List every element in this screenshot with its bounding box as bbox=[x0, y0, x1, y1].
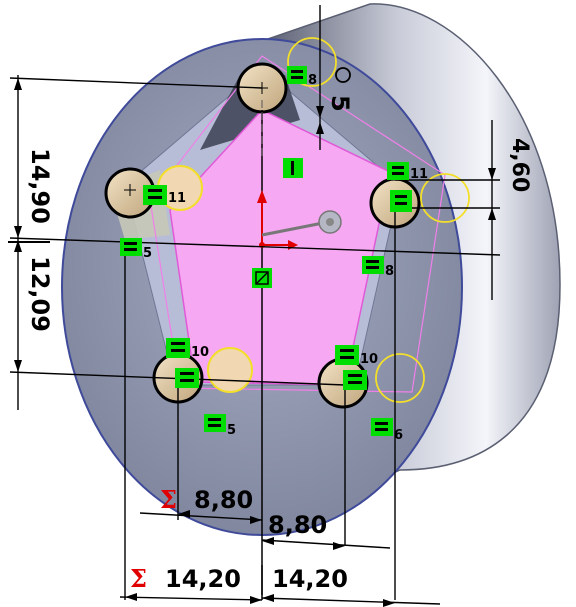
arrow-mid2-right bbox=[333, 542, 345, 550]
arrow-outer2-left bbox=[262, 594, 274, 602]
relation-label-mid-left: 5 bbox=[143, 246, 152, 261]
relation-badge-origin[interactable] bbox=[252, 268, 272, 288]
center-markers bbox=[124, 82, 268, 196]
construction-circles bbox=[287, 37, 470, 403]
arrow-bolt-down bbox=[316, 122, 324, 134]
yellow-circle-top bbox=[287, 37, 337, 87]
dim-height-bottom-text[interactable]: 12,09 bbox=[26, 256, 54, 332]
relation-badge-low-left[interactable]: 5 bbox=[204, 414, 236, 438]
diameter-symbol-icon bbox=[335, 67, 351, 83]
ext-mid-horizontal bbox=[9, 237, 501, 256]
relation-badge-mid-left[interactable]: 5 bbox=[120, 238, 152, 261]
relation-badge-bottom-right[interactable]: 10 bbox=[335, 345, 378, 390]
dim-height-top-text[interactable]: 14,90 bbox=[26, 148, 54, 224]
relation-label-top: 8 bbox=[308, 73, 317, 88]
relation-label-bottom-left: 10 bbox=[191, 345, 209, 360]
dimension-arrows bbox=[14, 78, 496, 607]
relation-label-mid-right: 8 bbox=[385, 264, 394, 279]
arrow-outer2-right bbox=[383, 599, 395, 607]
dim-sum-outer-text[interactable]: 14,20 bbox=[165, 565, 241, 593]
dim-sum-mid-text[interactable]: 8,80 bbox=[194, 486, 253, 514]
sigma-mid-symbol: Σ bbox=[160, 485, 177, 514]
relation-label-low-left: 5 bbox=[227, 423, 236, 438]
triad-knob-inner bbox=[326, 218, 334, 226]
origin-y-arrowhead bbox=[257, 190, 267, 203]
ext-top-horizontal bbox=[9, 77, 263, 89]
relation-label-bottom-right: 10 bbox=[360, 352, 378, 367]
dim-outer-text[interactable]: 14,20 bbox=[272, 565, 348, 593]
arrow-left-mid-down bbox=[14, 240, 22, 252]
relation-badge-top[interactable]: 8 bbox=[287, 66, 317, 88]
relation-label-left: 11 bbox=[168, 191, 186, 206]
dim-offset-right-text[interactable]: 4,60 bbox=[507, 138, 532, 192]
triad-handle[interactable] bbox=[261, 220, 329, 237]
yellow-circle-bottom-right bbox=[375, 353, 425, 403]
arrow-right-bottom bbox=[488, 208, 496, 220]
arrow-left-bottom bbox=[14, 360, 22, 372]
relation-label-low-right: 6 bbox=[394, 428, 403, 443]
dim-sum-mid bbox=[139, 512, 263, 521]
dim-sum-outer bbox=[119, 596, 263, 601]
arrow-outer-left bbox=[125, 593, 137, 601]
arrow-bolt-up bbox=[316, 106, 324, 118]
dim-mid bbox=[261, 539, 391, 549]
boss-shoulder-bottom bbox=[207, 347, 253, 393]
arrow-left-mid-up bbox=[14, 226, 22, 238]
relation-badge-low-right[interactable]: 6 bbox=[371, 418, 403, 443]
dim-outer bbox=[261, 597, 441, 605]
arrow-outer-right bbox=[250, 596, 262, 604]
relation-badges: 8 11 11 5 8 bbox=[120, 66, 428, 443]
dim-mid-text[interactable]: 8,80 bbox=[268, 511, 327, 539]
relation-label-right: 11 bbox=[410, 167, 428, 182]
relation-badge-center[interactable] bbox=[283, 158, 303, 178]
relation-badge-mid-right[interactable]: 8 bbox=[362, 256, 394, 279]
dim-bolt-diameter-text[interactable]: 5 bbox=[326, 95, 354, 112]
arrow-mid-right bbox=[250, 516, 262, 524]
dimension-texts: 5 4,60 14,90 12,09 Σ 8,80 8,80 Σ 14,20 1… bbox=[8, 95, 532, 595]
relation-badge-bottom-left[interactable]: 10 bbox=[166, 338, 209, 388]
arrow-right-top bbox=[488, 168, 496, 180]
relation-badge-left[interactable]: 11 bbox=[143, 185, 186, 206]
arrow-mid-left bbox=[178, 510, 190, 518]
yellow-circle-right bbox=[420, 173, 470, 223]
sigma-outer-symbol: Σ bbox=[130, 564, 147, 593]
relation-badge-right[interactable]: 11 bbox=[387, 162, 428, 212]
arrow-mid2-left bbox=[262, 537, 274, 545]
arrow-left-top bbox=[14, 78, 22, 90]
